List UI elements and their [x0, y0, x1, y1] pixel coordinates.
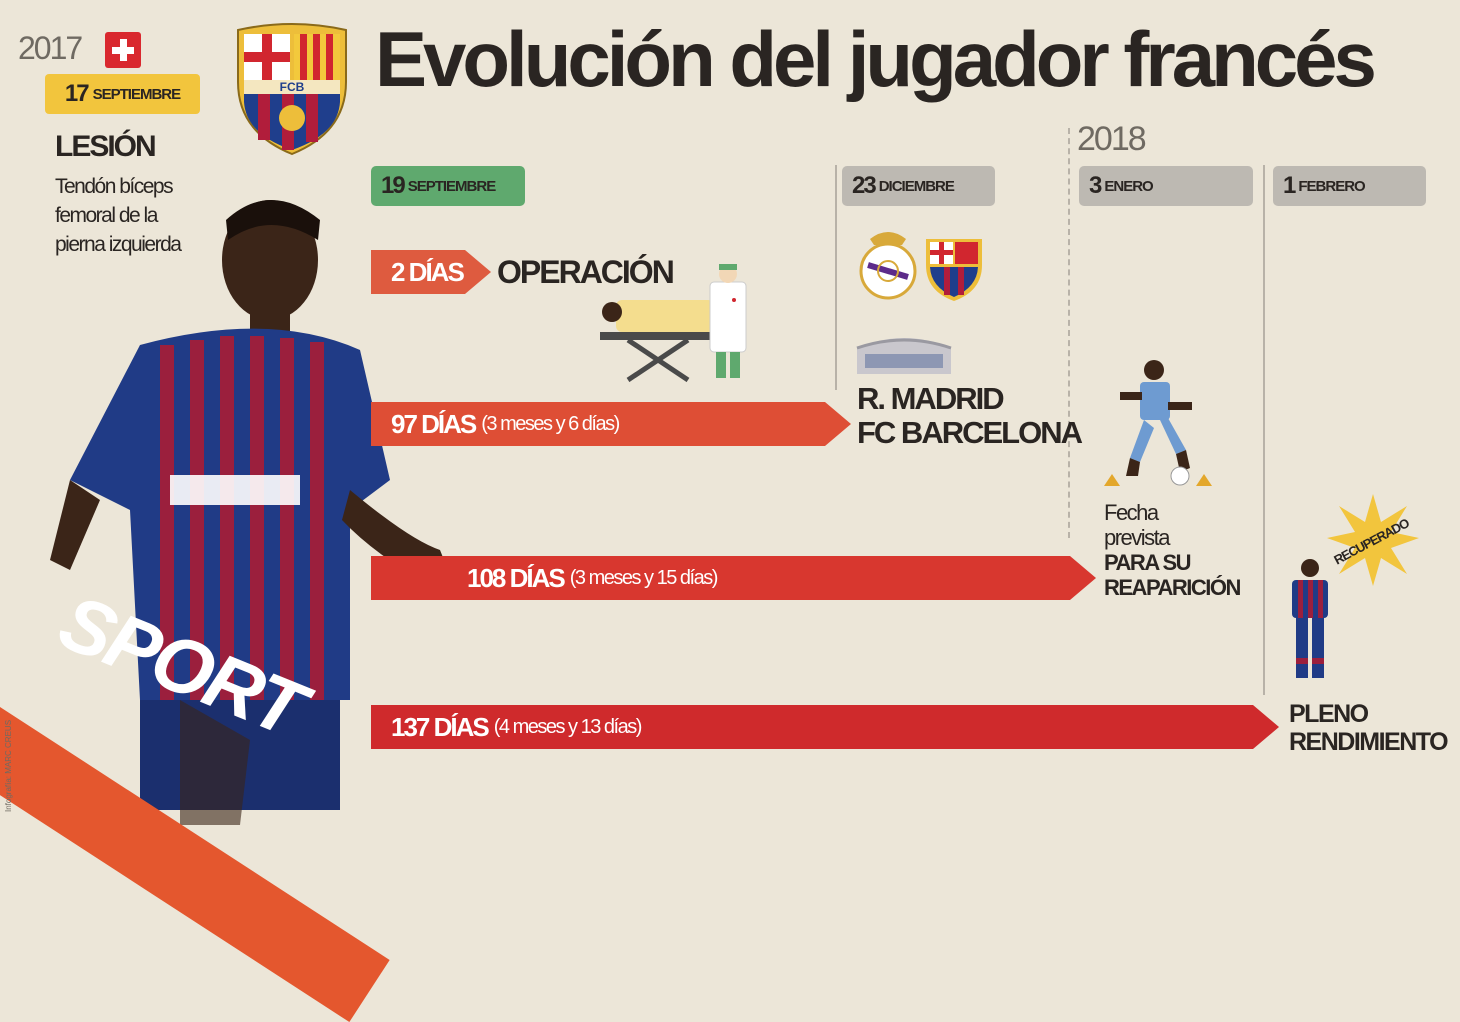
- injury-description: Tendón bíceps femoral de la pierna izqui…: [55, 175, 182, 256]
- match-team-1: R. MADRID: [857, 381, 1005, 416]
- duration-bar-97-days: 97 DÍAS (3 meses y 6 días): [371, 402, 851, 446]
- surgery-icon: [600, 264, 747, 383]
- date-badge-dec23: 23 DICIEMBRE: [842, 166, 995, 206]
- page-title: Evolución del jugador francés: [375, 15, 1377, 103]
- return-line-4: REAPARICIÓN: [1104, 575, 1241, 600]
- training-player-icon: [1104, 360, 1212, 486]
- return-line-3: PARA SU: [1104, 550, 1192, 575]
- date-day: 23: [852, 172, 877, 199]
- credit-text: Infografía: MARC CREUS: [4, 719, 13, 812]
- injury-date-badge: 17 SEPTIEMBRE: [45, 74, 200, 114]
- full-line-1: PLENO: [1289, 700, 1369, 728]
- injury-date-day: 17: [64, 80, 90, 107]
- duration-bar-137-days: 137 DÍAS (4 meses y 13 días): [371, 705, 1279, 749]
- date-month: ENERO: [1104, 177, 1153, 195]
- year-2017-label: 2017: [18, 30, 83, 66]
- recovered-player-icon: [1292, 559, 1328, 678]
- full-performance-label: PLENO RENDIMIENTO: [1289, 700, 1449, 756]
- date-month: SEPTIEMBRE: [407, 177, 497, 195]
- bar-detail: (4 meses y 13 días): [493, 715, 641, 738]
- real-madrid-crest-icon: [859, 232, 917, 300]
- fc-barcelona-small-crest-icon: [926, 239, 982, 301]
- year-2018-label: 2018: [1077, 120, 1147, 158]
- bar-detail: (3 meses y 15 días): [569, 566, 717, 589]
- bar-days: 97 DÍAS: [391, 408, 476, 439]
- date-badge-jan3: 3 ENERO: [1079, 166, 1253, 206]
- date-day: 1: [1283, 172, 1296, 199]
- match-label: R. MADRID FC BARCELONA: [857, 381, 1083, 450]
- bar-detail: (3 meses y 6 días): [481, 412, 619, 435]
- crest-letters: FCB: [280, 80, 305, 94]
- timeline-divider: [835, 165, 837, 390]
- injury-date-month: SEPTIEMBRE: [92, 85, 182, 103]
- duration-bar-2-days: 2 DÍAS: [371, 250, 491, 294]
- stadium-icon: [856, 338, 952, 374]
- bar-days: 137 DÍAS: [391, 711, 488, 742]
- recovered-starburst-icon: [1327, 494, 1419, 586]
- date-month: FEBRERO: [1298, 177, 1365, 195]
- return-line-2: prevista: [1104, 525, 1171, 550]
- duration-bar-108-days: 108 DÍAS (3 meses y 15 días): [371, 556, 1096, 600]
- medical-cross-icon: [105, 32, 141, 68]
- injury-heading: LESIÓN: [55, 130, 157, 163]
- return-line-1: Fecha: [1104, 500, 1159, 525]
- full-line-2: RENDIMIENTO: [1289, 728, 1449, 756]
- date-badge-sep19: 19 SEPTIEMBRE: [371, 166, 525, 206]
- date-month: DICIEMBRE: [878, 177, 955, 195]
- fc-barcelona-crest-icon: FCB: [237, 23, 347, 156]
- date-day: 19: [381, 172, 406, 199]
- year-divider: [1068, 128, 1070, 538]
- date-day: 3: [1089, 172, 1102, 199]
- timeline-divider: [1263, 165, 1265, 695]
- player-photo: [50, 200, 450, 825]
- expected-return-label: Fecha prevista PARA SU REAPARICIÓN: [1104, 500, 1241, 600]
- date-badge-feb1: 1 FEBRERO: [1273, 166, 1426, 206]
- operation-label: OPERACIÓN: [497, 254, 675, 290]
- bar-days: 2 DÍAS: [391, 256, 463, 287]
- match-team-2: FC BARCELONA: [857, 415, 1083, 450]
- bar-days: 108 DÍAS: [467, 562, 564, 593]
